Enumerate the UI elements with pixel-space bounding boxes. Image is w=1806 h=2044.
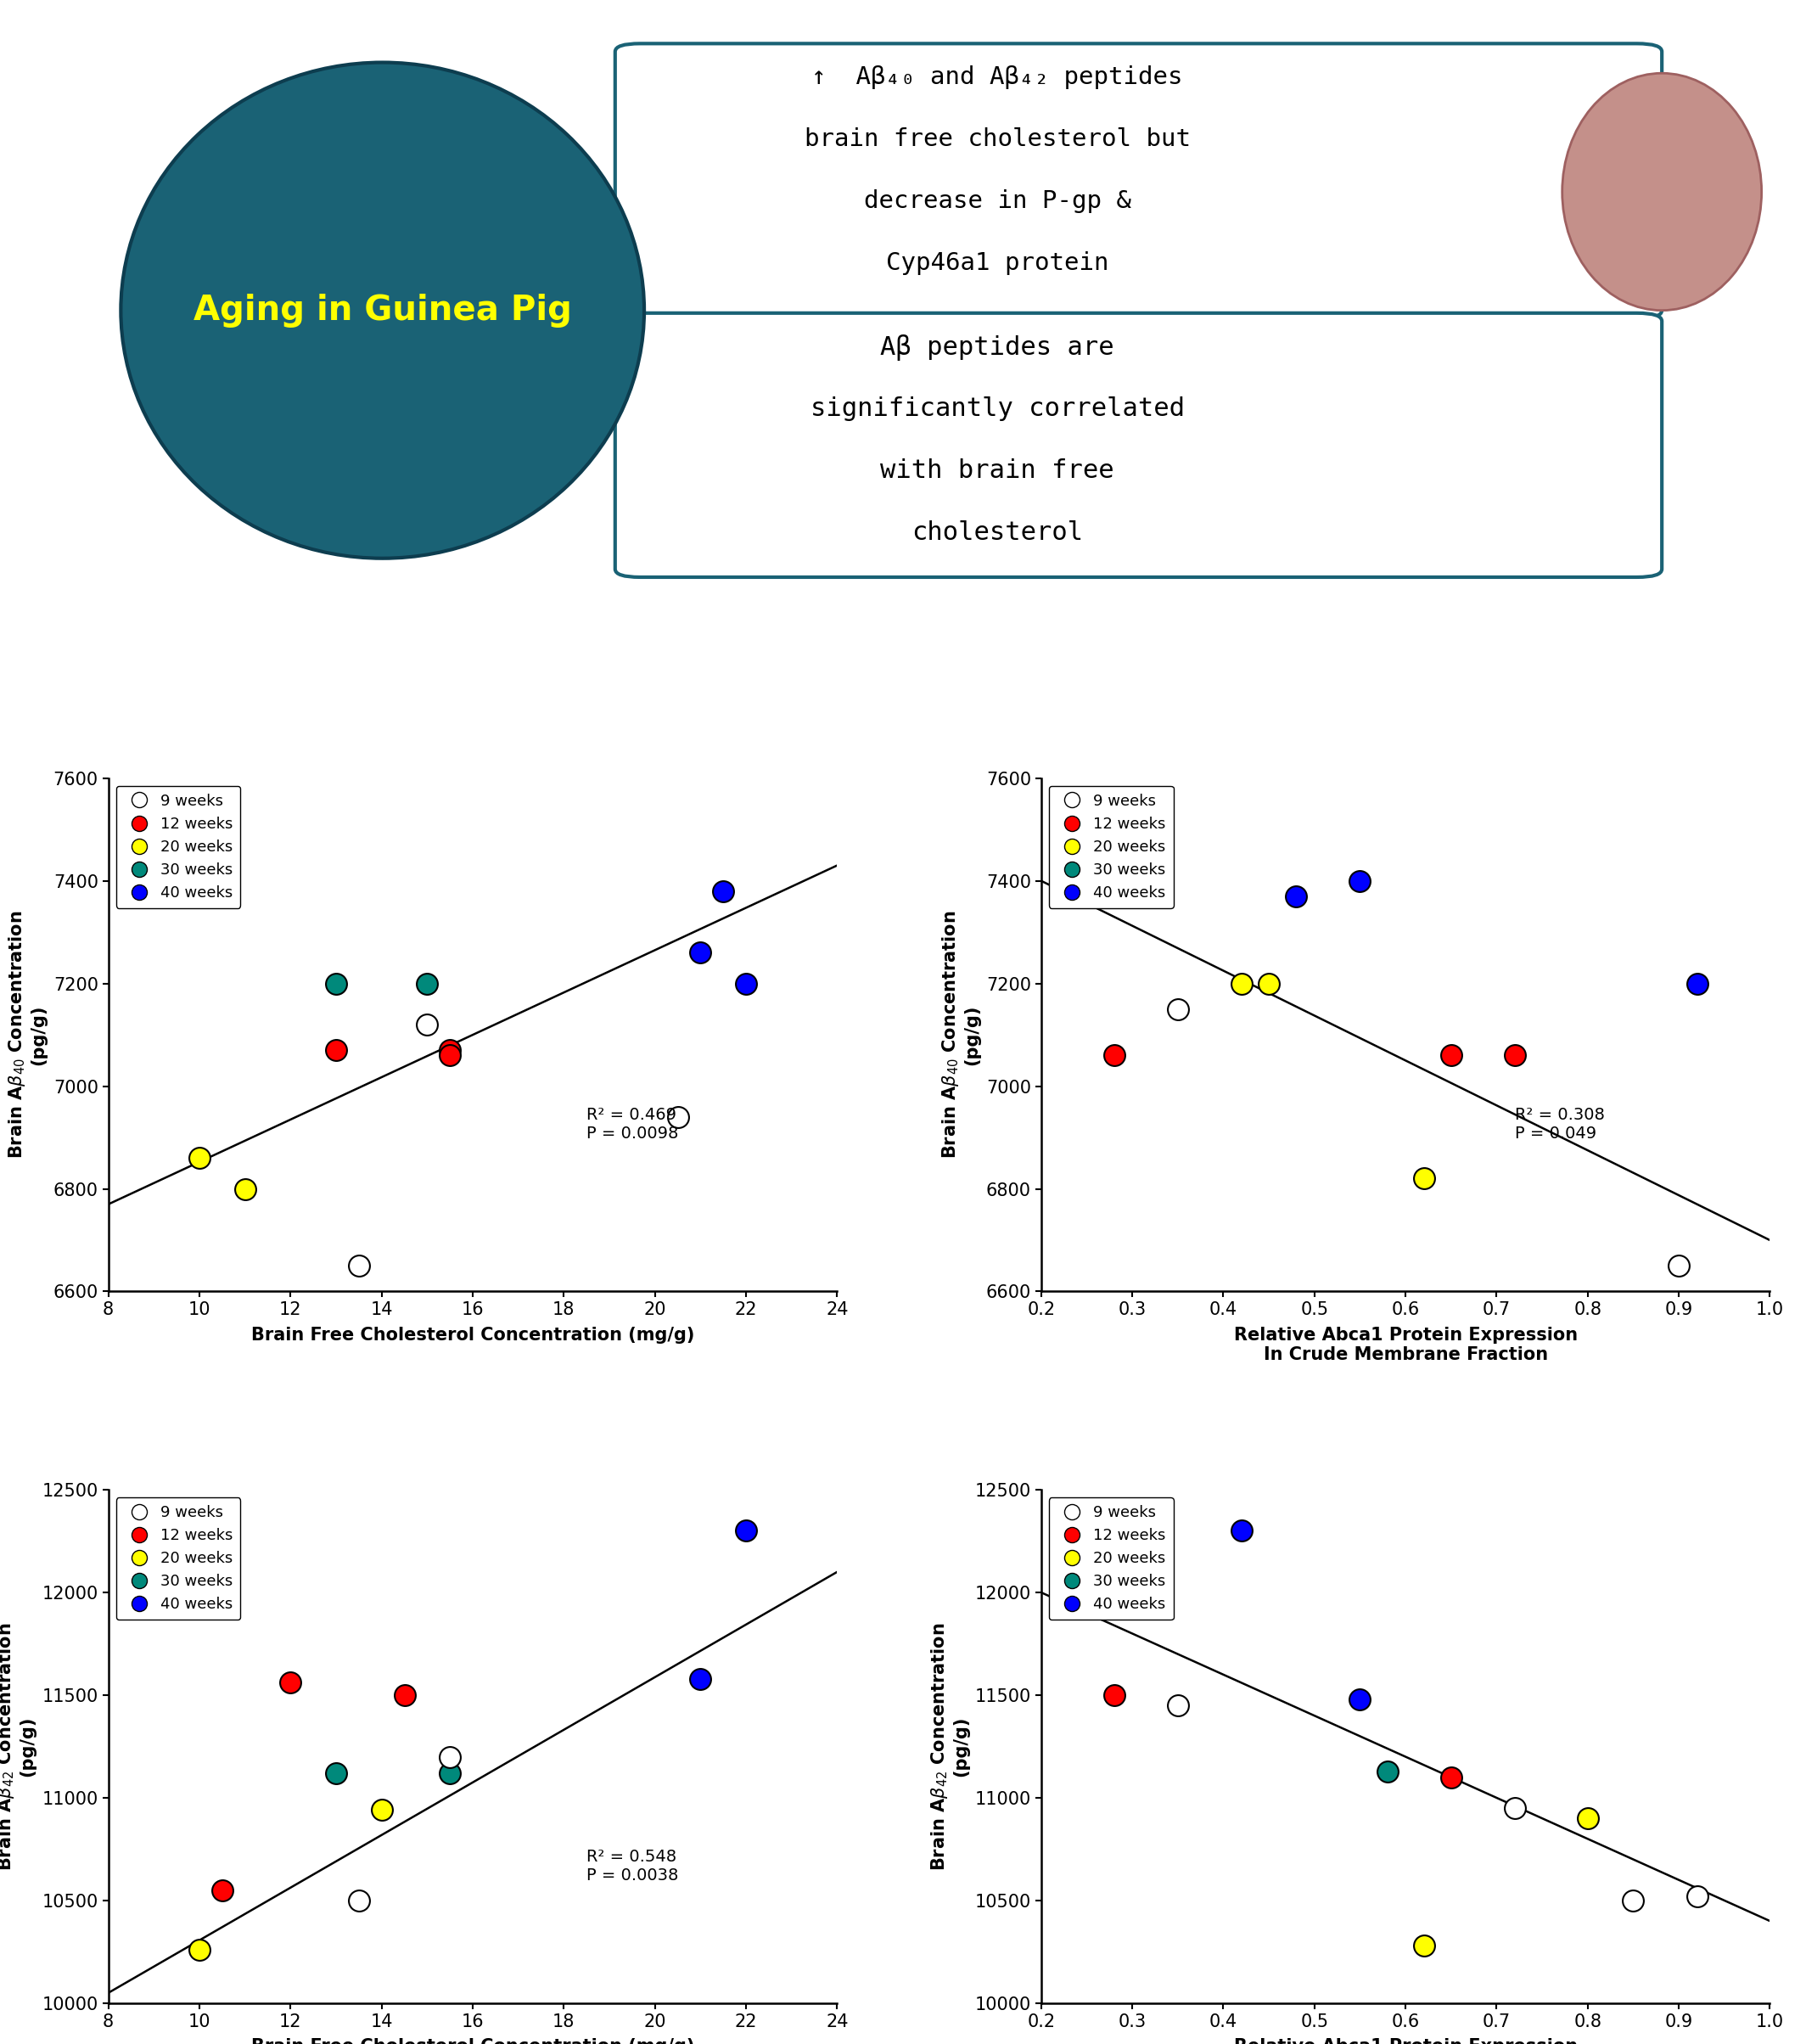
Y-axis label: Brain A$\beta_{40}$ Concentration
(pg/g): Brain A$\beta_{40}$ Concentration (pg/g)	[7, 912, 47, 1159]
Legend: 9 weeks, 12 weeks, 20 weeks, 30 weeks, 40 weeks: 9 weeks, 12 weeks, 20 weeks, 30 weeks, 4…	[1049, 1498, 1174, 1619]
Point	[1618, 1885, 1647, 1917]
Point	[321, 1756, 350, 1788]
Point	[390, 1678, 419, 1711]
Text: with brain free: with brain free	[880, 458, 1114, 482]
Point	[345, 1249, 374, 1282]
Point	[321, 1034, 350, 1067]
Point	[435, 1034, 464, 1067]
Point	[1345, 1682, 1374, 1715]
Point	[1345, 865, 1374, 897]
Text: decrease in P-gp &: decrease in P-gp &	[863, 190, 1131, 213]
Point	[1409, 1930, 1438, 1962]
FancyBboxPatch shape	[616, 313, 1662, 576]
Point	[1373, 1754, 1401, 1786]
Point	[686, 1662, 715, 1694]
Y-axis label: Brain A$\beta_{40}$ Concentration
(pg/g): Brain A$\beta_{40}$ Concentration (pg/g)	[939, 912, 981, 1159]
Point	[1255, 967, 1284, 1000]
Point	[1282, 879, 1311, 912]
Text: Aβ peptides are: Aβ peptides are	[880, 335, 1114, 362]
X-axis label: Relative Abca1 Protein Expression
In Crude Membrane Fraction: Relative Abca1 Protein Expression In Cru…	[1233, 1327, 1577, 1363]
Text: cholesterol: cholesterol	[912, 521, 1084, 546]
Point	[184, 1934, 213, 1966]
Text: R² = 0.308
P = 0.049: R² = 0.308 P = 0.049	[1515, 1106, 1606, 1141]
Point	[345, 1885, 374, 1917]
Text: R² = 0.548
P = 0.0038: R² = 0.548 P = 0.0038	[587, 1850, 679, 1885]
Point	[1100, 1038, 1129, 1071]
X-axis label: Relative Abca1 Protein Expression
In Crude Membrane Fraction: Relative Abca1 Protein Expression In Cru…	[1233, 2038, 1577, 2044]
X-axis label: Brain Free Cholesterol Concentration (mg/g): Brain Free Cholesterol Concentration (mg…	[251, 2038, 694, 2044]
Ellipse shape	[121, 63, 645, 558]
Point	[367, 1795, 396, 1827]
Text: Aging in Guinea Pig: Aging in Guinea Pig	[193, 294, 573, 327]
Point	[1436, 1762, 1465, 1795]
Point	[184, 1143, 213, 1175]
Point	[276, 1666, 305, 1699]
Text: significantly correlated: significantly correlated	[811, 397, 1185, 421]
Point	[208, 1874, 237, 1907]
Point	[686, 936, 715, 969]
Point	[1226, 1515, 1255, 1547]
Point	[1100, 1678, 1129, 1711]
Point	[414, 1008, 442, 1040]
Point	[414, 967, 442, 1000]
Legend: 9 weeks, 12 weeks, 20 weeks, 30 weeks, 40 weeks: 9 weeks, 12 weeks, 20 weeks, 30 weeks, 4…	[116, 785, 240, 908]
FancyBboxPatch shape	[616, 43, 1662, 319]
Point	[1501, 1793, 1530, 1825]
Point	[1683, 1880, 1712, 1913]
Text: ↑  Aβ₄₀ and Aβ₄₂ peptides: ↑ Aβ₄₀ and Aβ₄₂ peptides	[811, 65, 1183, 88]
Point	[1665, 1249, 1694, 1282]
Point	[1226, 967, 1255, 1000]
Text: brain free cholesterol but: brain free cholesterol but	[804, 127, 1190, 151]
Point	[731, 1515, 760, 1547]
Y-axis label: Brain A$\beta_{42}$ Concentration
(pg/g): Brain A$\beta_{42}$ Concentration (pg/g)	[0, 1623, 36, 1870]
Ellipse shape	[1562, 74, 1761, 311]
Point	[663, 1100, 692, 1132]
Point	[1573, 1803, 1602, 1836]
Point	[731, 967, 760, 1000]
Point	[1683, 967, 1712, 1000]
Point	[1163, 1688, 1192, 1721]
Point	[1163, 993, 1192, 1026]
Point	[435, 1756, 464, 1788]
X-axis label: Brain Free Cholesterol Concentration (mg/g): Brain Free Cholesterol Concentration (mg…	[251, 1327, 694, 1343]
Point	[1501, 1038, 1530, 1071]
Point	[231, 1173, 260, 1206]
Point	[1409, 1163, 1438, 1196]
Point	[1436, 1038, 1465, 1071]
Legend: 9 weeks, 12 weeks, 20 weeks, 30 weeks, 40 weeks: 9 weeks, 12 weeks, 20 weeks, 30 weeks, 4…	[116, 1498, 240, 1619]
Legend: 9 weeks, 12 weeks, 20 weeks, 30 weeks, 40 weeks: 9 weeks, 12 weeks, 20 weeks, 30 weeks, 4…	[1049, 785, 1174, 908]
Text: Cyp46a1 protein: Cyp46a1 protein	[887, 251, 1109, 274]
Point	[435, 1739, 464, 1772]
Y-axis label: Brain A$\beta_{42}$ Concentration
(pg/g): Brain A$\beta_{42}$ Concentration (pg/g)	[928, 1623, 970, 1870]
Point	[435, 1038, 464, 1071]
Point	[321, 967, 350, 1000]
Text: R² = 0.469
P = 0.0098: R² = 0.469 P = 0.0098	[587, 1106, 679, 1141]
Point	[708, 875, 737, 908]
